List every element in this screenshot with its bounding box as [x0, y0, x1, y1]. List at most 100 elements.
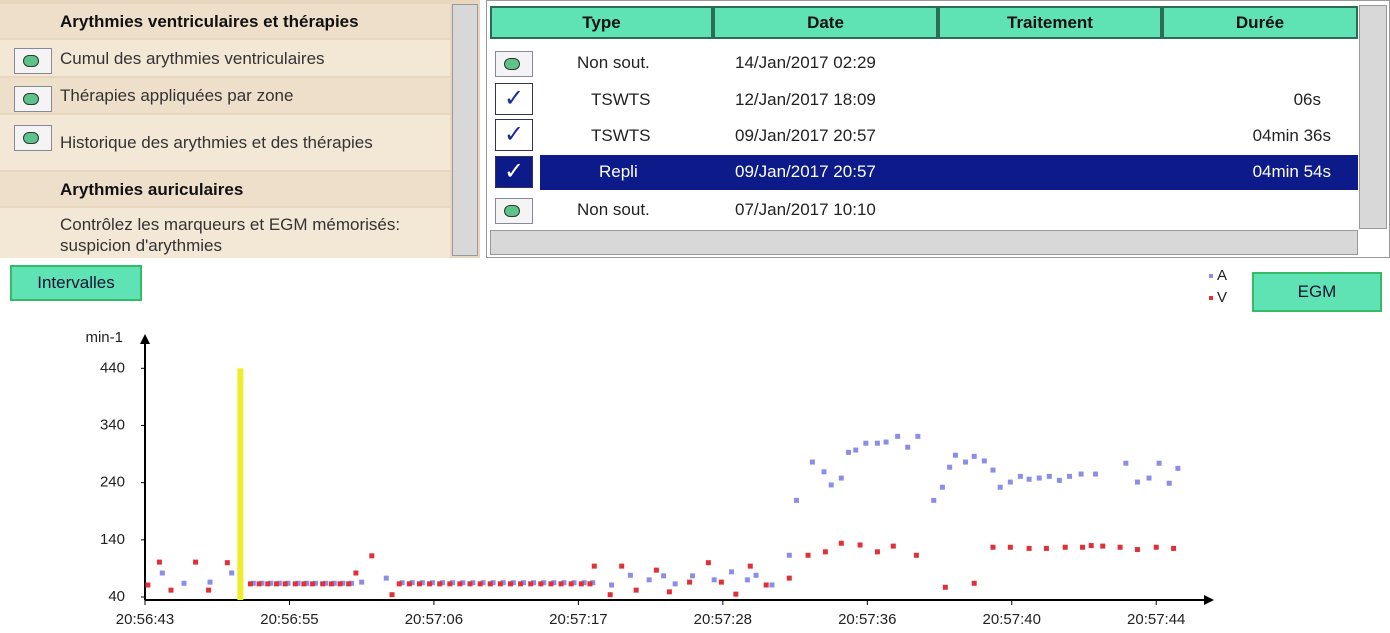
- y-tick-label: 340: [100, 416, 125, 433]
- data-point: [1153, 544, 1159, 550]
- x-tick-label: 20:56:43: [116, 611, 174, 628]
- data-point: [690, 573, 696, 579]
- column-header[interactable]: Durée: [1162, 6, 1358, 39]
- data-point: [913, 552, 919, 558]
- data-point: [571, 580, 577, 586]
- row-icon[interactable]: [495, 51, 533, 77]
- data-point: [1146, 475, 1152, 481]
- data-point: [1123, 460, 1129, 466]
- data-point: [769, 582, 775, 588]
- list-item[interactable]: Thérapies appliquées par zone: [0, 78, 450, 113]
- cell[interactable]: 12/Jan/2017 18:09: [735, 90, 876, 109]
- cell[interactable]: 09/Jan/2017 20:57: [735, 162, 876, 181]
- data-point: [627, 572, 633, 578]
- row-check[interactable]: ✓: [495, 119, 533, 151]
- data-point: [1017, 473, 1023, 479]
- row-icon[interactable]: [495, 198, 533, 224]
- left-panel: Arythmies ventriculaires et thérapies Cu…: [0, 0, 480, 258]
- data-point: [409, 580, 415, 586]
- cell[interactable]: 04min 54s: [1252, 162, 1331, 181]
- data-point: [578, 581, 584, 587]
- x-axis-arrow: [1204, 595, 1214, 605]
- data-point: [822, 549, 828, 555]
- selected-row[interactable]: [540, 155, 1358, 190]
- list-label: Contrôlez les marqueurs et EGM mémorisés…: [60, 215, 401, 255]
- cell[interactable]: TSWTS: [591, 126, 651, 145]
- column-header[interactable]: Traitement: [938, 6, 1162, 39]
- data-point: [477, 581, 483, 587]
- data-point: [971, 580, 977, 586]
- data-point: [874, 549, 880, 555]
- cell[interactable]: Repli: [599, 162, 638, 181]
- data-point: [406, 581, 412, 587]
- cell[interactable]: 09/Jan/2017 20:57: [735, 126, 876, 145]
- egm-button[interactable]: EGM: [1252, 272, 1382, 312]
- data-point: [304, 580, 310, 586]
- data-point: [224, 560, 230, 566]
- list-item[interactable]: Historique des arythmies et des thérapie…: [0, 115, 450, 170]
- data-point: [1100, 543, 1106, 549]
- data-point: [646, 577, 652, 583]
- cell[interactable]: 06s: [1293, 90, 1321, 109]
- data-point: [282, 581, 288, 587]
- cell[interactable]: TSWTS: [591, 90, 651, 109]
- data-point: [510, 580, 516, 586]
- data-point: [320, 581, 326, 587]
- scrollbar[interactable]: [452, 4, 478, 256]
- intervals-button[interactable]: Intervalles: [10, 265, 142, 301]
- data-point: [520, 580, 526, 586]
- column-header[interactable]: Date: [713, 6, 938, 39]
- data-point: [915, 433, 921, 439]
- data-point: [821, 469, 827, 475]
- data-point: [331, 580, 337, 586]
- data-point: [419, 580, 425, 586]
- data-point: [568, 581, 574, 587]
- scrollbar[interactable]: [1359, 5, 1387, 229]
- data-point: [285, 580, 291, 586]
- cell[interactable]: 04min 36s: [1252, 126, 1331, 145]
- data-point: [747, 563, 753, 569]
- data-point: [653, 567, 659, 573]
- x-tick-label: 20:57:17: [549, 611, 607, 628]
- item-icon[interactable]: [14, 86, 52, 112]
- data-point: [399, 580, 405, 586]
- data-point: [838, 540, 844, 546]
- data-point: [383, 575, 389, 581]
- data-point: [340, 580, 346, 586]
- data-point: [711, 577, 717, 583]
- cell[interactable]: 07/Jan/2017 10:10: [735, 200, 876, 219]
- data-point: [561, 580, 567, 586]
- data-point: [323, 580, 329, 586]
- cell[interactable]: 14/Jan/2017 02:29: [735, 53, 876, 72]
- row-check[interactable]: ✓: [495, 156, 533, 188]
- data-point: [369, 553, 375, 559]
- data-point: [1080, 544, 1086, 550]
- data-point: [1134, 479, 1140, 485]
- scrollbar[interactable]: [490, 230, 1358, 255]
- row-check[interactable]: ✓: [495, 83, 533, 115]
- data-point: [853, 447, 859, 453]
- data-point: [763, 582, 769, 588]
- data-point: [265, 581, 271, 587]
- cell[interactable]: Non sout.: [577, 53, 650, 72]
- column-header[interactable]: Type: [490, 6, 713, 39]
- data-point: [963, 459, 969, 465]
- data-point: [1026, 476, 1032, 482]
- data-point: [687, 579, 693, 585]
- cell[interactable]: Non sout.: [577, 200, 650, 219]
- data-point: [1134, 547, 1140, 553]
- data-point: [1046, 473, 1052, 479]
- item-icon[interactable]: [14, 48, 52, 74]
- event-marker: [237, 368, 244, 600]
- data-point: [981, 458, 987, 464]
- list-item[interactable]: Contrôlez les marqueurs et EGM mémorisés…: [0, 208, 450, 258]
- data-point: [846, 449, 852, 455]
- data-point: [1175, 465, 1181, 471]
- data-point: [753, 572, 759, 578]
- data-point: [590, 580, 596, 586]
- data-point: [666, 589, 672, 595]
- data-point: [541, 580, 547, 586]
- x-tick-label: 20:56:55: [260, 611, 318, 628]
- item-icon[interactable]: [14, 125, 52, 151]
- list-item[interactable]: Cumul des arythmies ventriculaires: [0, 40, 450, 76]
